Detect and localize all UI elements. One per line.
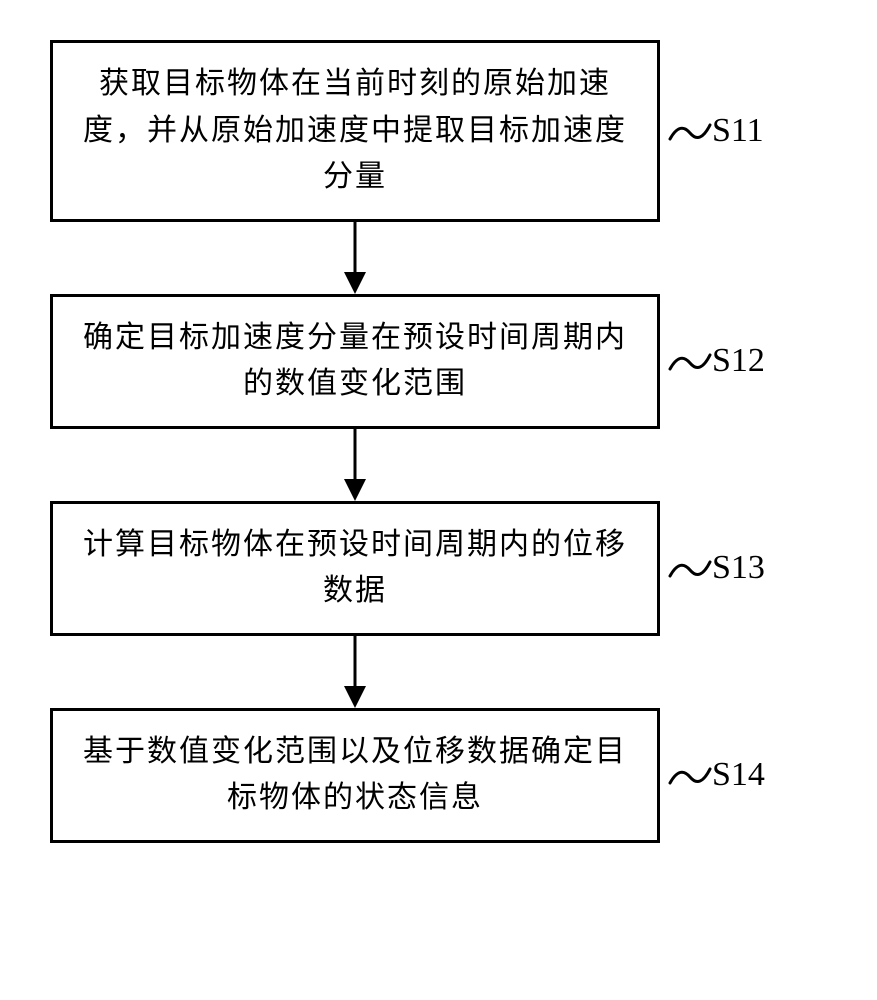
step-label: S13 [712,549,765,587]
step-label-wrap: S11 [668,112,764,150]
flow-step-s13: 计算目标物体在预设时间周期内的位移数据 S13 [50,501,830,636]
flow-step-s14: 基于数值变化范围以及位移数据确定目标物体的状态信息 S14 [50,708,830,843]
arrow-down-icon [338,636,372,708]
flow-step-s11: 获取目标物体在当前时刻的原始加速度，并从原始加速度中提取目标加速度分量 S11 [50,40,830,222]
arrow-down-icon [338,429,372,501]
step-label: S12 [712,342,765,380]
step-text: 基于数值变化范围以及位移数据确定目标物体的状态信息 [83,729,627,822]
step-box-s13: 计算目标物体在预设时间周期内的位移数据 [50,501,660,636]
step-label-wrap: S14 [668,756,765,794]
step-label: S14 [712,756,765,794]
connector-wave-icon [668,343,712,379]
step-box-s11: 获取目标物体在当前时刻的原始加速度，并从原始加速度中提取目标加速度分量 [50,40,660,222]
step-text: 获取目标物体在当前时刻的原始加速度，并从原始加速度中提取目标加速度分量 [83,61,627,201]
step-label: S11 [712,112,764,150]
arrow-down-icon [338,222,372,294]
flowchart-container: 获取目标物体在当前时刻的原始加速度，并从原始加速度中提取目标加速度分量 S11 … [50,40,830,843]
flow-step-s12: 确定目标加速度分量在预设时间周期内的数值变化范围 S12 [50,294,830,429]
step-box-s12: 确定目标加速度分量在预设时间周期内的数值变化范围 [50,294,660,429]
step-label-wrap: S12 [668,342,765,380]
flow-arrow [50,636,660,708]
step-text: 确定目标加速度分量在预设时间周期内的数值变化范围 [83,315,627,408]
step-label-wrap: S13 [668,549,765,587]
connector-wave-icon [668,113,712,149]
flow-arrow [50,429,660,501]
connector-wave-icon [668,757,712,793]
connector-wave-icon [668,550,712,586]
step-text: 计算目标物体在预设时间周期内的位移数据 [83,522,627,615]
flow-arrow [50,222,660,294]
step-box-s14: 基于数值变化范围以及位移数据确定目标物体的状态信息 [50,708,660,843]
